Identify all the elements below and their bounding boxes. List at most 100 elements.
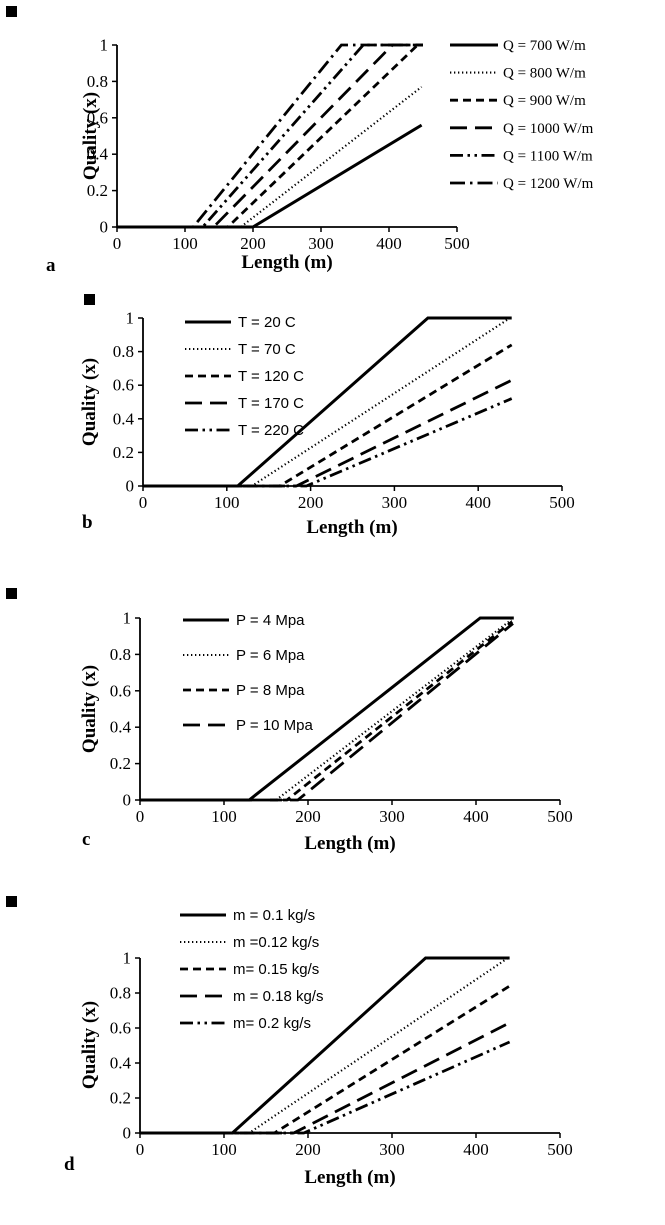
series-line-0	[140, 956, 510, 1135]
anchor-square-c	[6, 588, 17, 599]
x-tick-label: 200	[295, 807, 321, 826]
series-line-2	[140, 984, 511, 1135]
y-tick-label: 0	[123, 791, 132, 810]
panel-letter: d	[64, 1154, 75, 1175]
y-tick-label: 0	[100, 218, 109, 237]
series-line-3	[140, 622, 514, 802]
legend-label-5: Q = 1200 W/m	[503, 176, 594, 192]
chart-panel-d: 0 100 200 300 400 500 0 0.2 0.4 0.6 0.8 1 m = 0.1 kg…	[0, 898, 665, 1225]
series-line-5	[117, 43, 423, 229]
legend-label-4: m= 0.2 kg/s	[233, 1015, 311, 1032]
series-line-3	[143, 378, 513, 488]
legend-label-3: Q = 1000 W/m	[503, 121, 594, 137]
legend-label-0: T = 20 C	[238, 314, 296, 331]
y-tick-label: 0.6	[87, 108, 108, 127]
series-line-4	[140, 1040, 511, 1135]
legend-label-1: P = 6 Mpa	[236, 647, 305, 664]
series-line-1	[140, 956, 510, 1135]
legend-label-2: T = 120 C	[238, 368, 304, 385]
y-tick-label: 0.8	[113, 342, 134, 361]
legend-label-1: Q = 800 W/m	[503, 66, 586, 82]
y-tick-label: 0.6	[113, 376, 134, 395]
y-tick-label: 0	[126, 477, 135, 496]
series-line-2	[140, 620, 513, 802]
chart-b-svg: 0 100 200 300 400 500 0 0.2 0.4 0.6 0.8 1 T = 20 C T …	[79, 309, 575, 539]
series-line-3	[140, 1021, 511, 1135]
y-tick-label: 0	[123, 1124, 132, 1143]
axes	[139, 618, 560, 801]
y-tick-label: 0.4	[87, 145, 109, 164]
series-line-2	[143, 343, 513, 488]
y-tick-label: 0.8	[110, 645, 131, 664]
series-line-0	[140, 616, 514, 802]
legend-label-4: T = 220 C	[238, 422, 304, 439]
x-tick-label: 300	[308, 234, 334, 253]
anchor-square-b	[84, 294, 95, 305]
x-tick-label: 200	[295, 1140, 321, 1159]
y-tick-label: 0.4	[110, 718, 132, 737]
x-tick-label: 400	[376, 234, 402, 253]
series-line-1	[117, 86, 423, 229]
panel-letter: c	[82, 829, 90, 850]
x-tick-label: 500	[549, 493, 575, 512]
x-tick-label: 0	[139, 493, 148, 512]
y-tick-label: 1	[100, 36, 109, 55]
legend-label-0: P = 4 Mpa	[236, 612, 305, 629]
series-line-2	[117, 43, 423, 229]
chart-panel-a: 0 100 200 300 400 500 0 0.2 0.4 0.6 0.8 1 Q = 700 W/…	[0, 0, 665, 292]
legend-label-1: T = 70 C	[238, 341, 296, 358]
x-axis-title: Length (m)	[306, 517, 397, 538]
legend-label-2: m= 0.15 kg/s	[233, 961, 319, 978]
y-tick-label: 0.4	[113, 409, 135, 428]
y-axis-title: Quality (x)	[80, 92, 101, 180]
panel-letter: a	[46, 255, 56, 276]
y-axis-title: Quality (x)	[79, 358, 100, 446]
y-tick-label: 0.6	[110, 681, 131, 700]
x-tick-label: 0	[136, 1140, 145, 1159]
series-line-4	[143, 397, 513, 488]
x-tick-label: 500	[444, 234, 470, 253]
x-tick-label: 400	[463, 807, 489, 826]
x-tick-label: 100	[172, 234, 198, 253]
series-line-4	[117, 43, 423, 229]
x-tick-label: 100	[211, 807, 237, 826]
legend-label-3: P = 10 Mpa	[236, 717, 314, 734]
chart-a-svg: 0 100 200 300 400 500 0 0.2 0.4 0.6 0.8 1 Q = 700 W/…	[46, 36, 594, 277]
legend-label-3: T = 170 C	[238, 395, 304, 412]
x-axis-title: Length (m)	[304, 833, 395, 854]
legend-label-0: m = 0.1 kg/s	[233, 907, 315, 924]
y-tick-label: 0.2	[110, 1089, 131, 1108]
axes	[139, 958, 560, 1134]
anchor-square-d	[6, 896, 17, 907]
y-tick-label: 0.4	[110, 1054, 132, 1073]
x-tick-label: 0	[136, 807, 145, 826]
legend-label-2: Q = 900 W/m	[503, 93, 586, 109]
x-tick-label: 100	[214, 493, 240, 512]
legend-label-1: m =0.12 kg/s	[233, 934, 319, 951]
chart-panel-c: 0 100 200 300 400 500 0 0.2 0.4 0.6 0.8 1 P = 4 Mpa P…	[0, 592, 665, 898]
y-tick-label: 0.2	[113, 443, 134, 462]
y-tick-label: 0.2	[110, 754, 131, 773]
y-tick-label: 0.8	[110, 984, 131, 1003]
x-tick-label: 200	[298, 493, 324, 512]
series-line-3	[117, 43, 423, 229]
x-axis-title: Length (m)	[304, 1167, 395, 1188]
x-tick-label: 200	[240, 234, 266, 253]
y-tick-label: 1	[126, 309, 135, 328]
chart-d-svg: 0 100 200 300 400 500 0 0.2 0.4 0.6 0.8 1 m = 0.1 kg…	[64, 907, 573, 1188]
y-axis-title: Quality (x)	[79, 1001, 100, 1089]
series-line-1	[140, 618, 512, 802]
y-tick-label: 1	[123, 609, 132, 628]
legend-label-0: Q = 700 W/m	[503, 38, 586, 54]
panel-letter: b	[82, 512, 93, 533]
x-tick-label: 300	[379, 1140, 405, 1159]
x-tick-label: 300	[379, 807, 405, 826]
legend-label-3: m = 0.18 kg/s	[233, 988, 323, 1005]
series-line-0	[117, 123, 423, 229]
series-line-0	[143, 316, 512, 488]
y-tick-label: 0.2	[87, 181, 108, 200]
x-axis-title: Length (m)	[241, 252, 332, 273]
x-tick-label: 400	[463, 1140, 489, 1159]
chart-panel-b: 0 100 200 300 400 500 0 0.2 0.4 0.6 0.8 1 T = 20 C T …	[0, 292, 665, 592]
